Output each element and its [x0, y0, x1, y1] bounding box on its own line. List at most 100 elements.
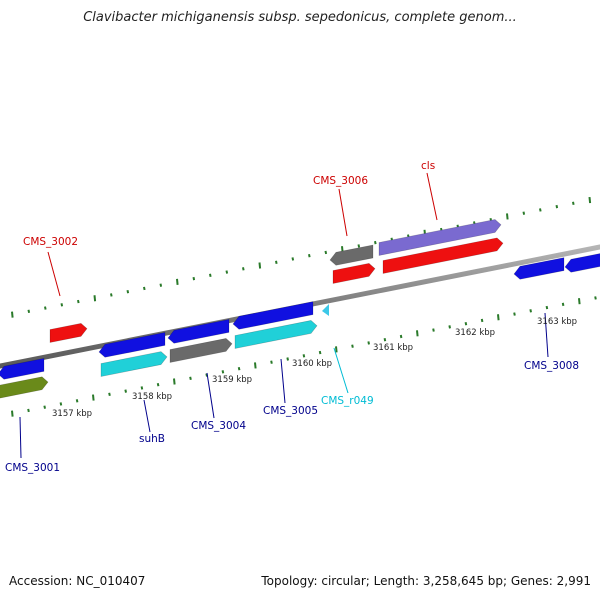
tick-mark	[374, 240, 377, 245]
gene-cms-r049[interactable]	[322, 304, 329, 316]
tick-mark	[383, 338, 387, 342]
gene-suhb[interactable]	[100, 351, 168, 377]
gene-cms-3008[interactable]	[513, 257, 565, 280]
tick-mark	[126, 290, 130, 294]
tick-mark	[506, 213, 509, 220]
tick-mark	[27, 309, 31, 314]
tick-mark	[286, 357, 289, 361]
tick-mark	[225, 270, 229, 274]
gene-label-suhb[interactable]: suhB	[139, 433, 165, 445]
tick-mark	[237, 366, 241, 371]
gene-cls[interactable]	[382, 237, 504, 274]
tick-mark	[173, 378, 176, 385]
gene-cms-3005[interactable]	[234, 320, 318, 349]
tick-mark	[480, 318, 484, 323]
gene-label-cms-3001[interactable]: CMS_3001	[5, 462, 60, 474]
tick-mark	[11, 410, 14, 417]
gene-label-cls[interactable]: cls	[421, 160, 435, 172]
tick-mark	[59, 402, 63, 406]
label-leader-line	[333, 347, 349, 394]
tick-mark	[242, 267, 245, 271]
tick-mark	[92, 394, 95, 401]
tick-mark	[75, 399, 79, 403]
tick-mark	[588, 196, 592, 204]
tick-mark	[529, 309, 532, 313]
scale-labels: 3157 kbp 3158 kbp 3159 kbp 3160 kbp 3161…	[52, 317, 577, 419]
gene-label-cms-3002[interactable]: CMS_3002	[23, 236, 78, 248]
gene-label-cms-3005[interactable]: CMS_3005	[263, 405, 318, 417]
tick-mark	[513, 312, 516, 316]
tick-mark	[416, 330, 419, 337]
tick-mark	[176, 278, 179, 285]
label-leader-line	[143, 399, 151, 433]
tick-mark	[318, 350, 322, 355]
gene-cms-3004a[interactable]	[167, 319, 230, 344]
tick-mark	[77, 299, 80, 304]
gene-cms-3001[interactable]	[0, 358, 45, 380]
tick-mark	[110, 293, 113, 297]
gene-labels: CMS_3001 CMS_3002 suhB CMS_3004 CMS_3005…	[5, 160, 579, 474]
label-leader-line	[47, 251, 61, 297]
tick-mark	[308, 254, 311, 258]
tick-mark	[108, 392, 111, 397]
tick-mark	[555, 204, 559, 209]
tick-mark	[275, 260, 278, 264]
gene-cls-a[interactable]	[378, 219, 502, 256]
tick-mark	[159, 283, 163, 287]
tick-mark	[11, 311, 14, 318]
tick-mark	[497, 314, 500, 321]
tick-mark	[205, 373, 208, 377]
tick-mark	[357, 244, 361, 248]
gene-cms-3005a[interactable]	[232, 301, 314, 330]
tick-mark	[192, 276, 196, 281]
tick-mark	[124, 389, 127, 393]
label-leader-line	[338, 188, 348, 237]
tick-mark	[594, 296, 597, 300]
tick-mark	[189, 376, 192, 380]
tick-mark	[270, 360, 273, 364]
tick-mark	[351, 344, 354, 348]
gene-cms-3006[interactable]	[332, 263, 376, 284]
tick-mark	[464, 321, 468, 326]
gene-cms-3009[interactable]	[564, 253, 600, 273]
gene-label-cms-3006[interactable]: CMS_3006	[313, 175, 368, 187]
map-title: Clavibacter michiganensis subsp. sepedon…	[83, 10, 517, 25]
tick-marks	[11, 196, 597, 417]
scale-label-3158: 3158 kbp	[132, 392, 172, 402]
tick-mark	[432, 328, 435, 332]
tick-mark	[572, 201, 575, 206]
tick-mark	[522, 211, 526, 215]
scale-label-3157: 3157 kbp	[52, 409, 92, 419]
tick-mark	[335, 346, 338, 353]
tick-mark	[258, 262, 262, 269]
tick-mark	[156, 383, 160, 387]
gene-cms-3002[interactable]	[49, 323, 88, 343]
tick-mark	[44, 306, 47, 310]
label-leader-line	[19, 416, 22, 459]
tick-mark	[324, 250, 328, 255]
label-leader-line	[206, 372, 215, 419]
gene-suhb-a[interactable]	[98, 332, 166, 358]
tick-mark	[578, 298, 581, 305]
label-leader-line	[426, 172, 438, 221]
gene-cms-3006a[interactable]	[329, 244, 374, 266]
genome-summary-text: Topology: circular; Length: 3,258,645 bp…	[261, 574, 591, 588]
scale-label-3161: 3161 kbp	[373, 343, 413, 353]
tick-mark	[448, 325, 451, 329]
gene-label-cms-3004[interactable]: CMS_3004	[191, 420, 246, 432]
gene-cms-3001b[interactable]	[0, 376, 49, 399]
tick-mark	[140, 386, 144, 390]
tick-mark	[367, 341, 370, 345]
tick-mark	[143, 286, 146, 291]
gene-cms-3004[interactable]	[169, 338, 233, 363]
gene-label-cms-r049[interactable]: CMS_r049	[321, 395, 374, 407]
tick-mark	[60, 303, 64, 307]
scale-label-3159: 3159 kbp	[212, 375, 252, 385]
scale-label-3163: 3163 kbp	[537, 317, 577, 327]
label-leader-line	[544, 312, 549, 358]
gene-label-cms-3008[interactable]: CMS_3008	[524, 360, 579, 372]
label-leader-line	[280, 358, 286, 404]
tick-mark	[302, 354, 306, 358]
scale-label-3160: 3160 kbp	[292, 359, 332, 369]
